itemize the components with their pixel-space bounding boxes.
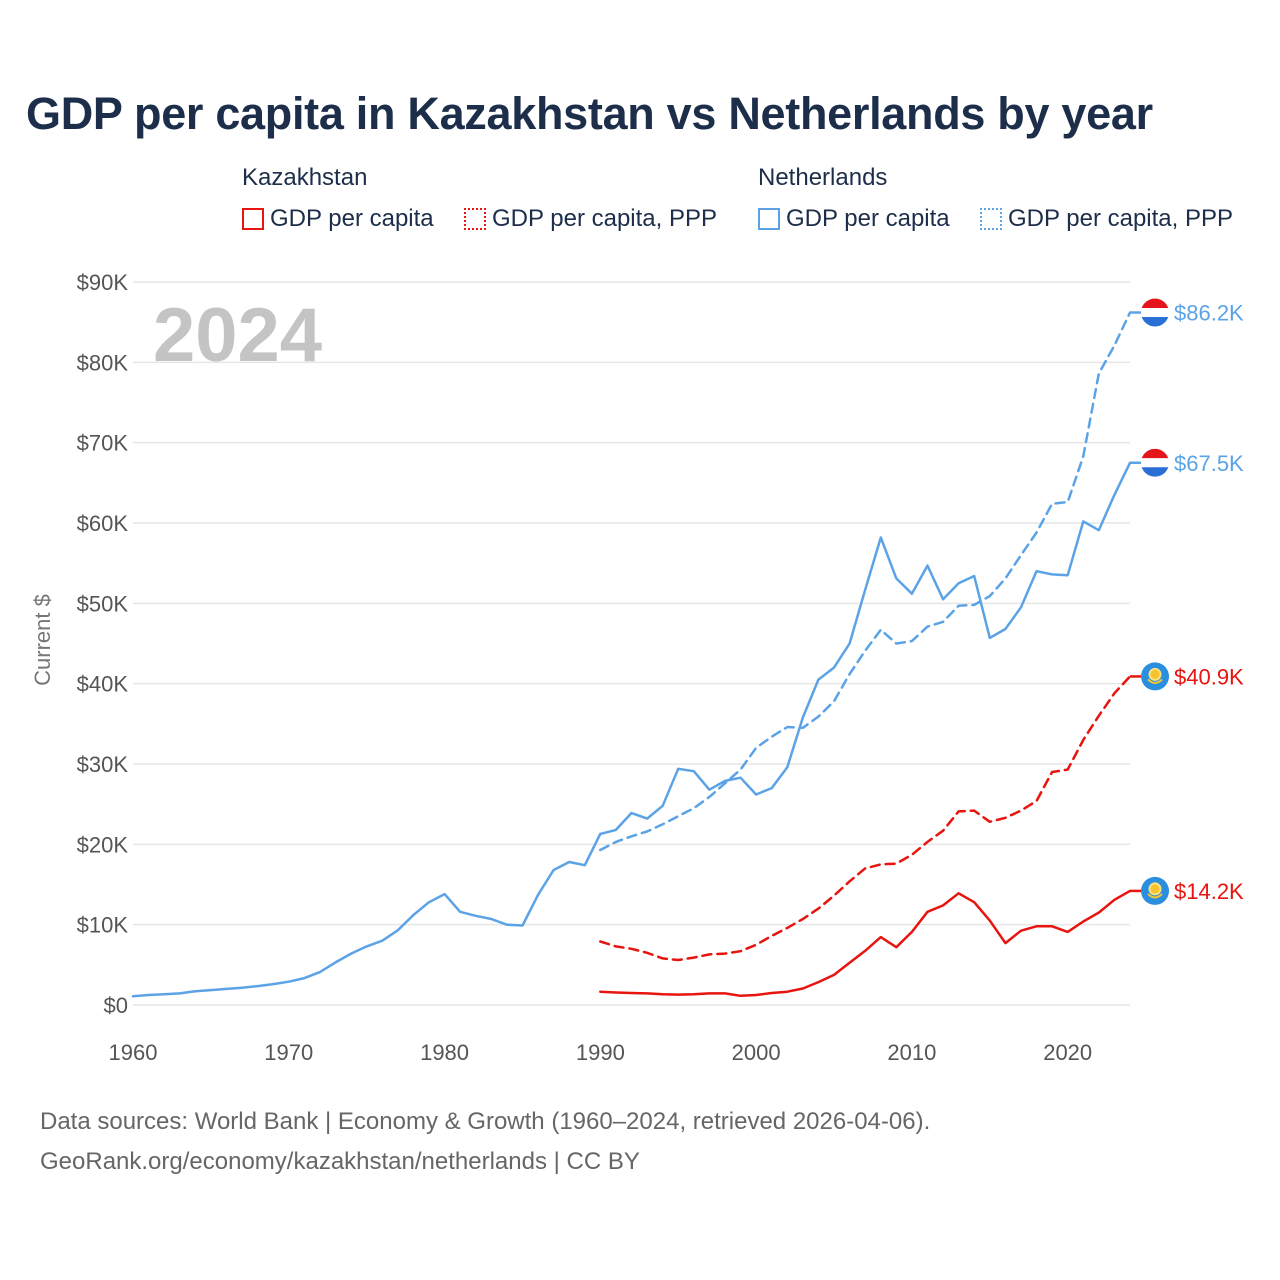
end-value-label: $67.5K (1174, 451, 1244, 476)
legend-swatch-kazakhstan-ppp (464, 208, 486, 230)
legend-swatch-netherlands-gdp (758, 208, 780, 230)
series-lines (131, 311, 1132, 998)
y-axis-title: Current $ (30, 594, 55, 686)
x-tick-label: 1990 (576, 1040, 625, 1065)
legend-group-kazakhstan: Kazakhstan (242, 164, 368, 191)
series-line-netherlands-ppp[interactable] (599, 311, 1132, 852)
end-value-label: $86.2K (1174, 301, 1244, 326)
y-tick-label: $40K (77, 672, 129, 697)
legend-label-netherlands-gdp: GDP per capita (786, 205, 950, 232)
series-line-netherlands-gdp[interactable] (131, 461, 1132, 998)
y-tick-label: $30K (77, 752, 129, 777)
series-endpoints: $67.5K $86.2K $14.2K $40.9K (1130, 298, 1244, 905)
x-tick-label: 1960 (109, 1040, 158, 1065)
x-tick-label: 2010 (887, 1040, 936, 1065)
series-line-kazakhstan-gdp[interactable] (599, 889, 1132, 998)
x-tick-label: 2000 (732, 1040, 781, 1065)
legend-item-netherlands-ppp[interactable]: GDP per capita, PPP (980, 205, 1233, 233)
axis-labels: $0 $10K $20K $30K $40K $50K $60K $70K $80K $90K 19… (77, 270, 1093, 1065)
legend-label-kazakhstan-gdp: GDP per capita (270, 205, 434, 232)
netherlands-flag-icon (1141, 298, 1169, 327)
legend-label-kazakhstan-ppp: GDP per capita, PPP (492, 205, 717, 232)
footer-sources: Data sources: World Bank | Economy & Gro… (40, 1108, 931, 1135)
y-tick-label: $60K (77, 511, 129, 536)
x-tick-label: 1970 (264, 1040, 313, 1065)
kazakhstan-flag-icon (1141, 876, 1169, 905)
legend-group-netherlands: Netherlands (758, 164, 888, 191)
y-tick-label: $20K (77, 832, 129, 857)
end-value-label: $14.2K (1174, 879, 1244, 904)
chart-title: GDP per capita in Kazakhstan vs Netherla… (26, 88, 1153, 139)
x-tick-label: 2020 (1043, 1040, 1092, 1065)
footer-credit: GeoRank.org/economy/kazakhstan/netherlan… (40, 1148, 640, 1175)
legend-item-kazakhstan-gdp[interactable]: GDP per capita (242, 205, 434, 233)
grid-lines (133, 281, 1130, 1006)
y-tick-label: $90K (77, 270, 129, 295)
x-tick-label: 1980 (420, 1040, 469, 1065)
y-tick-label: $10K (77, 913, 129, 938)
y-tick-label: $50K (77, 591, 129, 616)
legend-item-netherlands-gdp[interactable]: GDP per capita (758, 205, 950, 233)
kazakhstan-flag-icon (1141, 662, 1169, 691)
legend-swatch-kazakhstan-gdp (242, 208, 264, 230)
year-stamp: 2024 (153, 293, 322, 378)
series-line-kazakhstan-ppp[interactable] (599, 675, 1132, 962)
legend-swatch-netherlands-ppp (980, 208, 1002, 230)
y-tick-label: $70K (77, 431, 129, 456)
y-tick-label: $0 (104, 993, 128, 1018)
end-value-label: $40.9K (1174, 664, 1244, 689)
netherlands-flag-icon (1141, 448, 1169, 477)
legend-label-netherlands-ppp: GDP per capita, PPP (1008, 205, 1233, 232)
legend-item-kazakhstan-ppp[interactable]: GDP per capita, PPP (464, 205, 717, 233)
y-tick-label: $80K (77, 350, 129, 375)
